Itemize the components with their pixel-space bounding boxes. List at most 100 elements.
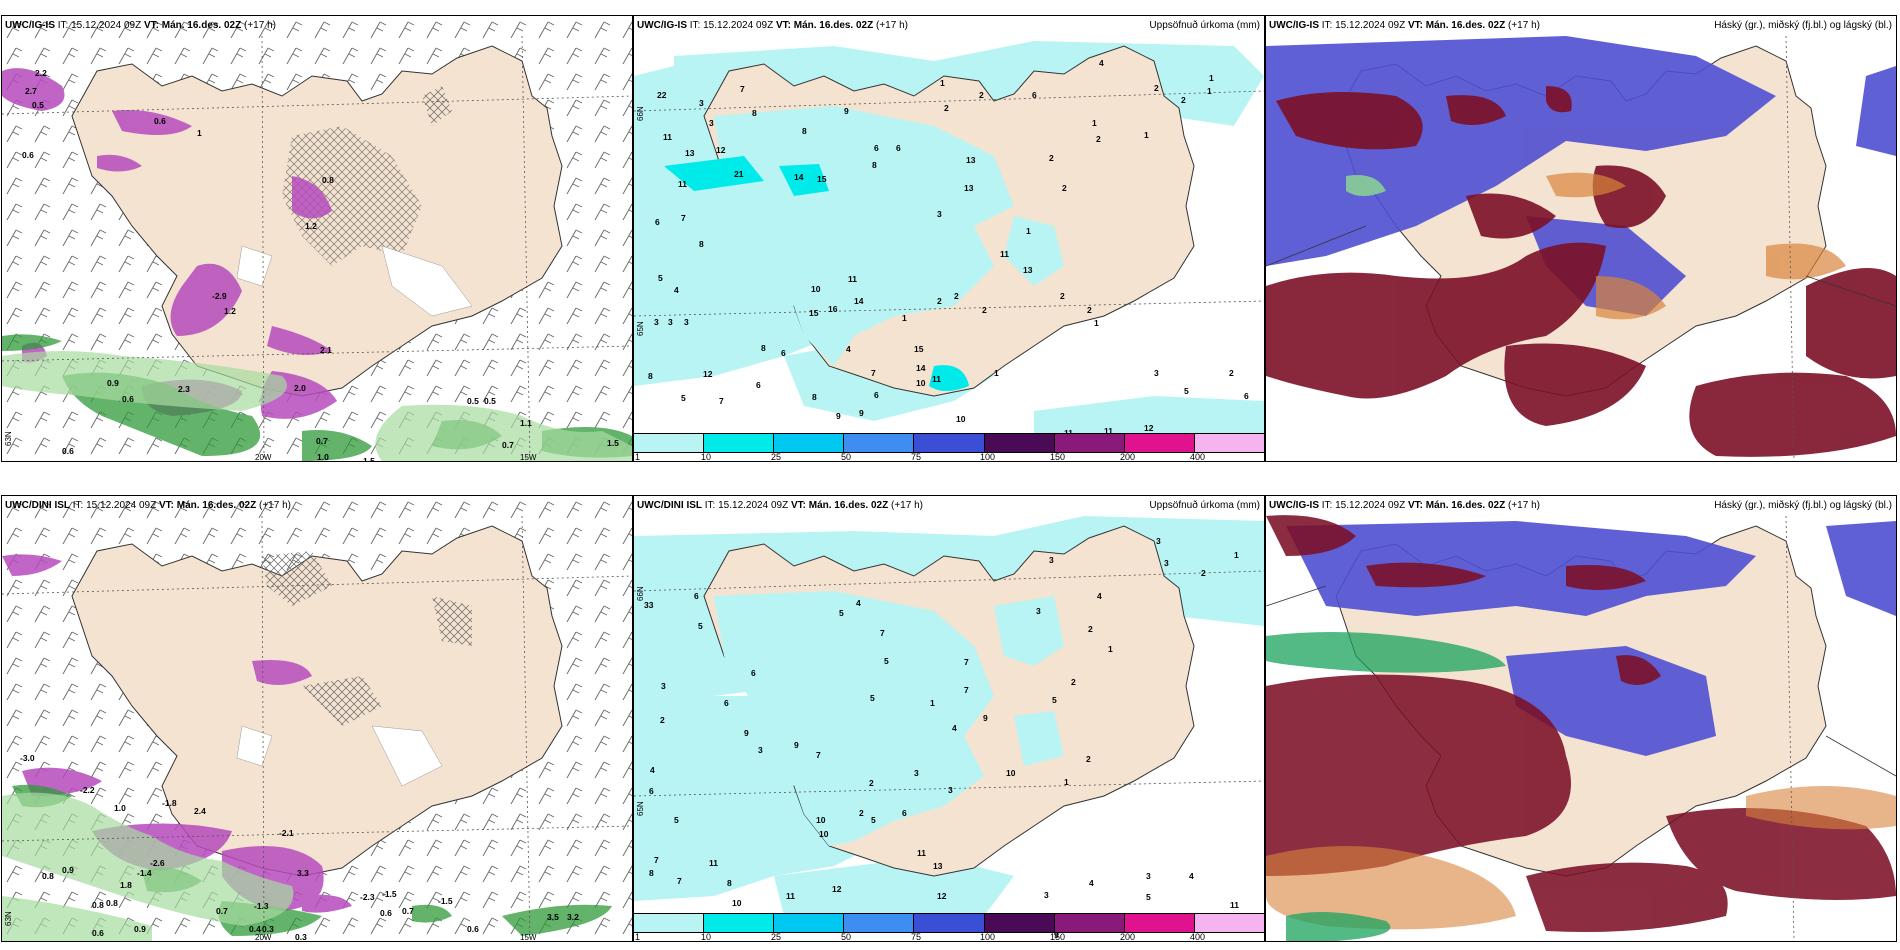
panel-title: UWC/IG-IS IT: 15.12.2024 09Z VT: Mán. 16… bbox=[1269, 500, 1540, 511]
precip-legend: 1 10 25 50 75 100 150 200 400 bbox=[634, 433, 1264, 461]
map-value-label: 8 bbox=[699, 239, 704, 249]
map-value-label: 0.6 bbox=[122, 394, 134, 404]
map-value-label: 3.5 bbox=[547, 912, 559, 922]
map-value-label: -1.5 bbox=[382, 889, 397, 899]
legend-tick: 25 bbox=[771, 452, 782, 462]
map-value-label: 0.6 bbox=[62, 446, 74, 456]
panel-ig-clouds: UWC/IG-IS IT: 15.12.2024 09Z VT: Mán. 16… bbox=[1265, 15, 1897, 462]
map-value-label: 8 bbox=[761, 343, 766, 353]
map-value-label: 12 bbox=[716, 145, 726, 155]
map-value-label: 15 bbox=[914, 344, 924, 354]
map-value-label: 0.5 bbox=[484, 396, 496, 406]
legend-tick: 200 bbox=[1120, 932, 1136, 942]
map-value-label: 4 bbox=[952, 723, 957, 733]
map-value-label: 5 bbox=[871, 815, 876, 825]
map-value-label: 5 bbox=[681, 393, 686, 403]
map-value-label: 12 bbox=[703, 369, 713, 379]
map-value-label: 3 bbox=[699, 98, 704, 108]
legend-tick: 1 bbox=[635, 452, 641, 462]
legend-swatch bbox=[774, 434, 845, 452]
map-value-label: 4 bbox=[846, 344, 851, 354]
map-value-label: 4 bbox=[856, 598, 861, 608]
legend-tick: 10 bbox=[701, 932, 712, 942]
map-value-label: 5 bbox=[698, 621, 703, 631]
map-value-label: -2.2 bbox=[80, 785, 95, 795]
lat-label-65n: 65N bbox=[636, 801, 645, 816]
map-value-label: 10 bbox=[816, 815, 826, 825]
map-dini-clouds bbox=[1266, 515, 1896, 941]
map-value-label: 0.9 bbox=[62, 865, 74, 875]
map-value-label: 0.6 bbox=[467, 924, 479, 934]
legend-swatch bbox=[704, 434, 775, 452]
map-value-label: 0.6 bbox=[22, 150, 34, 160]
map-value-label: 10 bbox=[916, 378, 926, 388]
map-value-label: 2 bbox=[1088, 624, 1093, 634]
panel-subtitle: Uppsöfnuð úrkoma (mm) bbox=[1149, 500, 1260, 511]
map-value-label: 1 bbox=[1092, 118, 1097, 128]
map-value-label: 1.5 bbox=[607, 438, 619, 448]
map-value-label: -1.4 bbox=[137, 868, 152, 878]
map-value-label: 10 bbox=[732, 898, 742, 908]
map-value-label: 5 bbox=[870, 693, 875, 703]
map-value-label: 6 bbox=[896, 143, 901, 153]
map-value-label: 13 bbox=[685, 148, 695, 158]
map-value-label: 3 bbox=[1154, 368, 1159, 378]
map-value-label: 0.7 bbox=[402, 906, 414, 916]
map-value-label: 2 bbox=[937, 296, 942, 306]
map-value-label: 2 bbox=[1087, 305, 1092, 315]
map-value-label: 33 bbox=[644, 600, 654, 610]
map-value-label: 6 bbox=[781, 348, 786, 358]
legend-swatch bbox=[1194, 434, 1264, 452]
lon-label-15w: 15W bbox=[520, 933, 537, 942]
legend-swatch bbox=[1194, 914, 1264, 932]
map-value-label: 4 bbox=[1099, 58, 1104, 68]
map-value-label: 6 bbox=[1032, 90, 1037, 100]
panel-subtitle: Háský (gr.), miðský (fj.bl.) og lágský (… bbox=[1714, 500, 1892, 511]
map-value-label: 2 bbox=[1049, 153, 1054, 163]
map-value-label: 4 bbox=[1089, 878, 1094, 888]
map-value-label: 8 bbox=[872, 160, 877, 170]
map-value-label: 11 bbox=[678, 179, 687, 189]
legend-swatch bbox=[914, 434, 985, 452]
map-value-label: 1 bbox=[1207, 86, 1212, 96]
map-value-label: 0.9 bbox=[134, 924, 146, 934]
legend-tick: 75 bbox=[911, 932, 922, 942]
legend-swatch bbox=[704, 914, 775, 932]
map-value-label: 2 bbox=[979, 90, 984, 100]
map-value-label: 6 bbox=[649, 786, 654, 796]
lon-label-20w: 20W bbox=[255, 453, 272, 462]
map-value-label: 3 bbox=[914, 768, 919, 778]
legend-swatch bbox=[844, 914, 915, 932]
map-value-label: 5 bbox=[1052, 695, 1057, 705]
map-value-label: 10 bbox=[1006, 768, 1016, 778]
map-value-label: 16 bbox=[828, 304, 838, 314]
map-value-label: 0.8 bbox=[106, 898, 118, 908]
map-value-label: 2.1 bbox=[320, 345, 332, 355]
map-value-label: 12 bbox=[832, 884, 842, 894]
map-value-label: 2 bbox=[1201, 568, 1206, 578]
map-value-label: 3 bbox=[1036, 606, 1041, 616]
map-value-label: 7 bbox=[880, 628, 885, 638]
map-value-label: 1 bbox=[1094, 318, 1099, 328]
lat-label-65n: 65N bbox=[636, 321, 645, 336]
map-value-label: 7 bbox=[740, 84, 745, 94]
map-value-label: 6 bbox=[756, 380, 761, 390]
map-value-label: 6 bbox=[1244, 391, 1249, 401]
map-value-label: 3 bbox=[948, 785, 953, 795]
map-value-label: 0.9 bbox=[107, 378, 119, 388]
lon-label-20w: 20W bbox=[255, 933, 272, 942]
map-value-label: 22 bbox=[657, 90, 667, 100]
map-value-label: 11 bbox=[1000, 249, 1009, 259]
legend-swatch bbox=[844, 434, 915, 452]
precip-legend: 1 10 25 50 75 100 150 200 400 bbox=[634, 913, 1264, 941]
map-value-label: 15 bbox=[809, 308, 819, 318]
map-value-label: 10 bbox=[811, 284, 821, 294]
map-value-label: 4 bbox=[674, 285, 679, 295]
panel-dini-precip: UWC/DINI ISL IT: 15.12.2024 09Z VT: Mán.… bbox=[633, 495, 1265, 942]
map-ig-wind: 2.22.70.50.60.610.81.2-2.91.22.10.60.92.… bbox=[2, 16, 632, 461]
map-dini-wind: -3.0-2.21.0 -1.82.4-2.6-1.41.80.80.90.80.… bbox=[2, 496, 632, 941]
map-value-label: 1 bbox=[1234, 550, 1239, 560]
map-value-label: 1.0 bbox=[114, 803, 126, 813]
map-value-label: 2 bbox=[1071, 677, 1076, 687]
map-value-label: -1.5 bbox=[438, 896, 453, 906]
